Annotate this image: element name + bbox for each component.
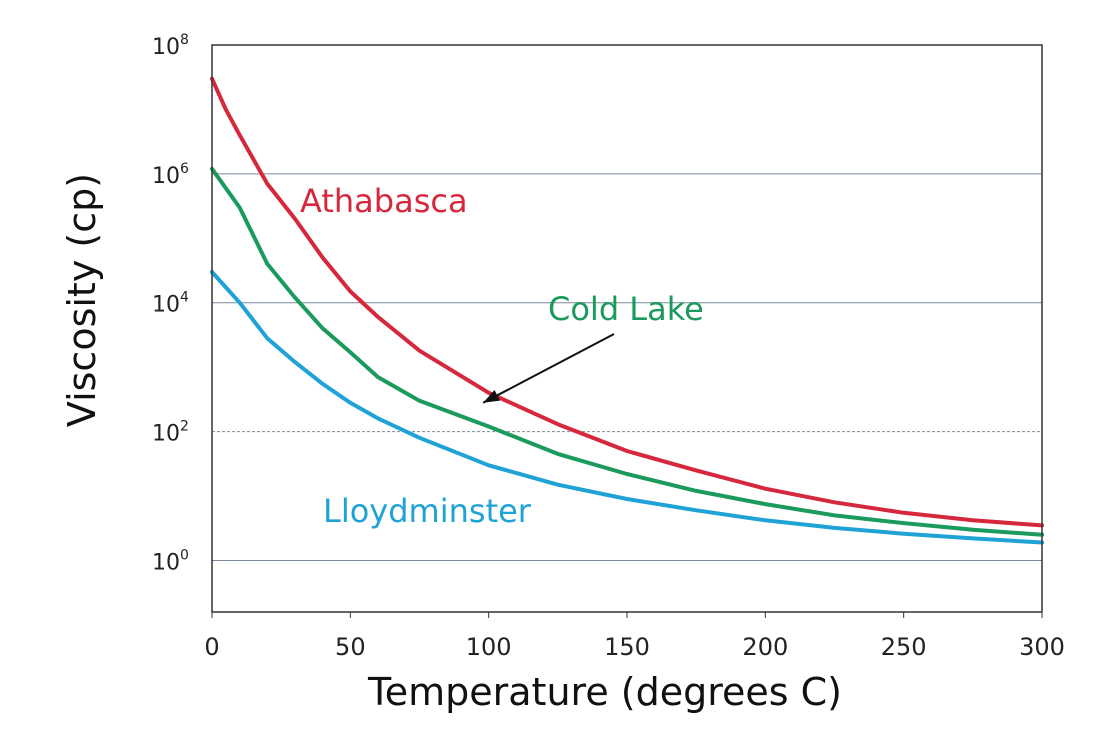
label-athabasca: Athabasca [300,182,468,220]
x-tick-label: 0 [204,633,219,661]
x-tick-label: 150 [604,633,650,661]
cold-lake-arrow [482,333,615,404]
x-tick-label: 50 [335,633,366,661]
series-line-cold-lake [210,166,1044,537]
y-tick-label: 104 [152,290,189,318]
y-tick-label: 106 [152,161,189,189]
arrow-head [483,390,501,403]
series-lines [210,76,1044,545]
y-axis-ticks: 100 102 104 106 108 [152,32,189,575]
y-tick-label: 108 [152,32,189,60]
x-tick-label: 250 [881,633,927,661]
x-tick-label: 300 [1019,633,1065,661]
y-tick-label: 102 [152,419,189,447]
series-line-athabasca [210,76,1044,528]
x-tick-label: 200 [742,633,788,661]
x-tick-label: 100 [466,633,512,661]
y-tick-label: 100 [152,547,189,575]
arrow-shaft [482,333,615,404]
x-axis-ticks: 0 50 100 150 200 250 300 [204,612,1065,661]
x-axis-title: Temperature (degrees C) [367,670,842,714]
grid-lines [212,173,1042,561]
label-cold-lake: Cold Lake [548,290,704,328]
y-axis-title: Viscosity (cp) [60,173,104,427]
label-lloydminster: Lloydminster [323,492,532,530]
series-line-lloydminster [210,270,1044,545]
